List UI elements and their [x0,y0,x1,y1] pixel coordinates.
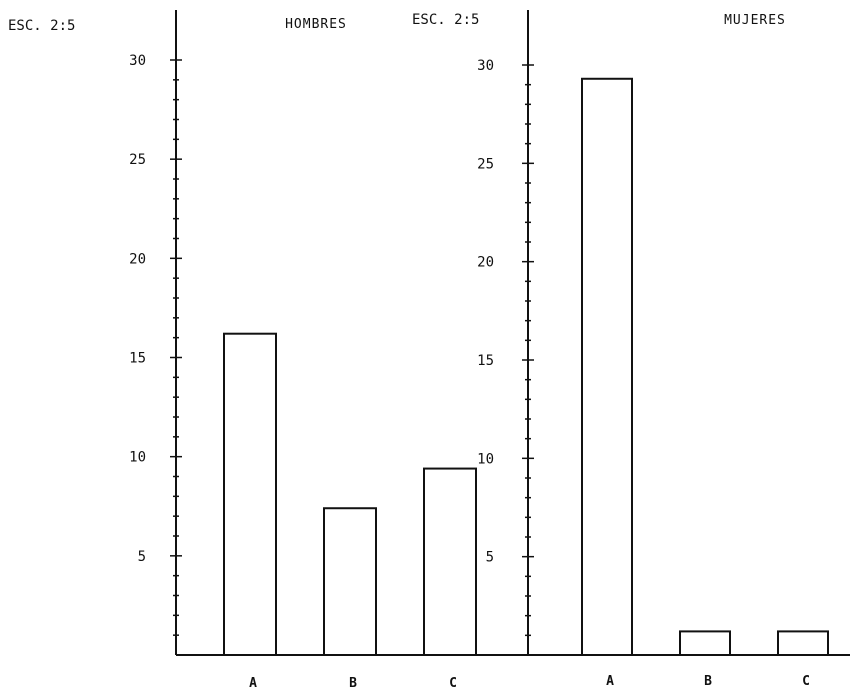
category-label-b: B [349,676,357,691]
y-tick-label: 30 [129,53,146,69]
y-tick-label: 20 [129,251,146,267]
x-category-labels: A B C [606,674,810,689]
chart-hombres: ESC. 2:5 HOMBRES 5 10 15 20 25 30 A B C [8,10,530,691]
y-tick-label: 20 [477,255,494,271]
y-tick-label: 15 [477,353,494,369]
y-tick-label: 10 [129,450,146,466]
bar-c [423,467,477,657]
y-ticks [522,64,534,637]
y-ticks [170,59,182,636]
category-label-c: C [802,674,810,689]
y-tick-labels: 5 10 15 20 25 30 [129,53,146,565]
y-tick-label: 25 [129,152,146,168]
y-tick-label: 25 [477,156,494,172]
bar-a [581,77,633,657]
category-label-b: B [704,674,712,689]
scale-label: ESC. 2:5 [8,18,75,34]
y-tick-label: 5 [486,550,494,566]
chart-title: HOMBRES [285,17,347,32]
y-tick-labels: 5 10 15 20 25 30 [477,58,494,566]
y-tick-label: 30 [477,58,494,74]
scale-label: ESC. 2:5 [412,12,479,28]
y-tick-label: 15 [129,351,146,367]
y-tick-label: 10 [477,451,494,467]
bars [223,332,477,657]
category-label-a: A [249,676,257,691]
bars [581,77,829,657]
bar-a [223,332,277,656]
chart-mujeres: ESC. 2:5 MUJERES 5 10 15 20 25 30 A B C [412,10,850,689]
y-tick-label: 5 [138,549,146,565]
category-label-a: A [606,674,614,689]
x-category-labels: A B C [249,676,457,691]
bar-c [777,630,829,657]
chart-title: MUJERES [724,13,786,28]
bar-b [323,507,377,656]
category-label-c: C [449,676,457,691]
bar-b [679,630,731,657]
